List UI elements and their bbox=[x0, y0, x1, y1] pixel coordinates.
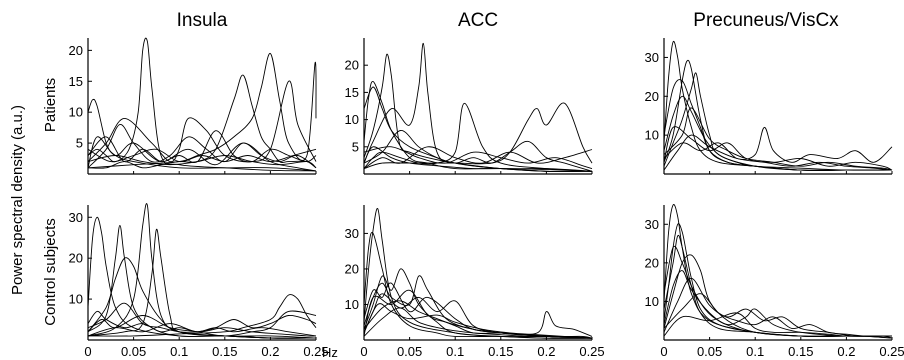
x-tick-label: 0.2 bbox=[537, 344, 555, 359]
y-tick-label: 15 bbox=[345, 85, 359, 100]
psd-curve-8 bbox=[363, 289, 593, 339]
column-title-insula: Insula bbox=[177, 10, 228, 31]
row-label-patients: Patients bbox=[42, 78, 59, 132]
y-tick-label: 30 bbox=[345, 226, 359, 241]
x-tick-label: 0.2 bbox=[261, 344, 279, 359]
psd-curve-2 bbox=[663, 223, 892, 337]
y-tick-label: 10 bbox=[69, 292, 83, 307]
panel-patients-precuneus: 10 20 30 bbox=[645, 38, 893, 175]
y-tick-label: 10 bbox=[645, 128, 659, 143]
psd-curve-3 bbox=[363, 268, 593, 339]
y-tick-label: 30 bbox=[645, 50, 659, 65]
psd-curve-7 bbox=[87, 124, 317, 169]
y-tick-label: 20 bbox=[645, 255, 659, 270]
x-tick-label: 0.05 bbox=[697, 344, 722, 359]
psd-curve-2 bbox=[87, 74, 317, 169]
column-title-acc: ACC bbox=[458, 10, 498, 31]
y-tick-label: 15 bbox=[69, 74, 83, 89]
psd-curve-9 bbox=[87, 148, 317, 163]
panel-controls-acc: 10 20 30 0 0.05 0.1 0.15 0.2 0.25 bbox=[345, 205, 605, 359]
psd-curve-8 bbox=[663, 293, 893, 339]
psd-curve-7 bbox=[363, 300, 593, 337]
panels: 5 10 15 20 5 10 15 20 10 20 30 10 20 30 0 0.05 0.1 0.15 0.… bbox=[69, 37, 904, 359]
panel-patients-insula: 5 10 15 20 bbox=[69, 37, 317, 175]
psd-curve-9 bbox=[663, 134, 893, 171]
x-tick-label: 0.1 bbox=[746, 344, 764, 359]
y-tick-label: 20 bbox=[69, 251, 83, 266]
psd-curve-5 bbox=[87, 257, 317, 339]
x-tick-label: 0.1 bbox=[446, 344, 464, 359]
y-tick-label: 5 bbox=[76, 136, 83, 151]
psd-curve-9 bbox=[663, 312, 893, 339]
panel-patients-acc: 5 10 15 20 bbox=[345, 38, 593, 175]
y-axis-main-label: Power spectral density (a.u.) bbox=[9, 105, 26, 295]
psd-curve-6 bbox=[87, 130, 317, 163]
x-tick-label: 0 bbox=[660, 344, 667, 359]
psd-curve-6 bbox=[87, 294, 317, 337]
psd-curve-3 bbox=[87, 53, 317, 169]
y-tick-label: 20 bbox=[345, 58, 359, 73]
x-tick-label: 0.25 bbox=[879, 344, 904, 359]
psd-curve-10 bbox=[363, 146, 593, 172]
x-tick-label: 0 bbox=[360, 344, 367, 359]
psd-curve-8 bbox=[87, 310, 317, 337]
panel-controls-precuneus: 10 20 30 0 0.05 0.1 0.15 0.2 0.25 bbox=[645, 204, 904, 359]
psd-curve-10 bbox=[363, 307, 593, 339]
psd-curve-9 bbox=[363, 146, 593, 169]
y-tick-label: 20 bbox=[345, 261, 359, 276]
psd-curve-1 bbox=[87, 216, 317, 339]
psd-curve-6 bbox=[663, 126, 893, 163]
column-title-precuneus-viscx: Precuneus/VisCx bbox=[693, 10, 839, 31]
y-tick-label: 20 bbox=[69, 43, 83, 58]
y-tick-label: 30 bbox=[645, 217, 659, 232]
y-tick-label: 20 bbox=[645, 89, 659, 104]
x-tick-label: 0.15 bbox=[212, 344, 237, 359]
x-tick-label: 0.05 bbox=[121, 344, 146, 359]
psd-curve-1 bbox=[663, 204, 892, 337]
y-tick-label: 30 bbox=[69, 210, 83, 225]
x-tick-label: 0.25 bbox=[303, 344, 328, 359]
psd-curve-4 bbox=[663, 72, 892, 171]
x-tick-label: 0.25 bbox=[579, 344, 604, 359]
x-tick-label: 0.15 bbox=[488, 344, 513, 359]
y-tick-label: 10 bbox=[69, 105, 83, 120]
psd-curve-5 bbox=[363, 102, 593, 170]
psd-curve-10 bbox=[87, 323, 317, 337]
x-tick-label: 0.15 bbox=[788, 344, 813, 359]
psd-curve-5 bbox=[663, 95, 893, 171]
x-axis-unit: Hz bbox=[322, 345, 338, 360]
panel-controls-insula: 10 20 30 0 0.05 0.1 0.15 0.2 0.25 bbox=[69, 203, 329, 359]
x-tick-label: 0.2 bbox=[837, 344, 855, 359]
psd-curve-8 bbox=[363, 146, 593, 170]
psd-curve-9 bbox=[363, 303, 593, 339]
psd-curve-7 bbox=[663, 107, 893, 171]
psd-curve-2 bbox=[363, 232, 593, 339]
psd-curve-5 bbox=[663, 245, 892, 337]
y-tick-label: 10 bbox=[345, 112, 359, 127]
x-tick-label: 0.05 bbox=[397, 344, 422, 359]
psd-curve-4 bbox=[87, 98, 317, 172]
y-tick-label: 10 bbox=[345, 297, 359, 312]
psd-curve-8 bbox=[663, 126, 893, 171]
x-tick-label: 0 bbox=[84, 344, 91, 359]
psd-curve-10 bbox=[87, 136, 317, 172]
psd-curve-2 bbox=[663, 59, 892, 171]
x-tick-label: 0.1 bbox=[170, 344, 188, 359]
psd-curve-7 bbox=[363, 130, 593, 172]
y-tick-label: 10 bbox=[645, 294, 659, 309]
psd-curve-6 bbox=[363, 293, 593, 339]
psd-curve-7 bbox=[87, 302, 317, 333]
y-tick-label: 5 bbox=[352, 139, 359, 154]
psd-curve-5 bbox=[87, 80, 317, 163]
psd-curve-4 bbox=[663, 254, 892, 337]
row-label-control-subjects: Control subjects bbox=[42, 218, 59, 326]
psd-curve-4 bbox=[87, 228, 317, 339]
